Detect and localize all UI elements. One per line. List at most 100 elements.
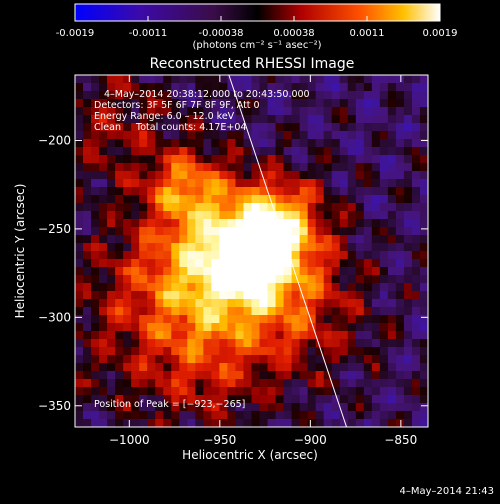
heatmap-cell — [347, 99, 357, 108]
heatmap-cell — [203, 371, 212, 380]
heatmap-cell — [395, 331, 405, 340]
heatmap-cell — [347, 163, 357, 172]
heatmap-cell — [83, 219, 92, 228]
heatmap-cell — [419, 395, 428, 404]
x-tick-label: −900 — [294, 433, 327, 447]
heatmap-cell — [259, 99, 269, 108]
heatmap-cell — [379, 251, 389, 260]
heatmap-cell — [83, 355, 92, 364]
heatmap-cell — [411, 347, 421, 356]
heatmap-cell — [323, 331, 333, 340]
heatmap-cell — [259, 331, 269, 340]
heatmap-cell — [291, 155, 301, 164]
heatmap-cell — [363, 171, 373, 180]
heatmap-cell — [163, 411, 172, 420]
heatmap-cell — [363, 267, 373, 276]
heatmap-cell — [323, 187, 333, 196]
heatmap-cell — [323, 259, 333, 268]
heatmap-cell — [339, 363, 349, 372]
heatmap-cell — [187, 123, 196, 132]
heatmap-cell — [139, 235, 148, 244]
heatmap-cell — [323, 227, 333, 236]
heatmap-cell — [379, 355, 389, 364]
y-tick-label: −250 — [38, 222, 71, 236]
heatmap-cell — [195, 411, 204, 420]
colorbar: -0.0019 -0.0011 -0.00038 0.00038 0.0011 0.001… — [56, 3, 458, 51]
heatmap-cell — [275, 179, 285, 188]
heatmap-cell — [163, 139, 172, 148]
heatmap-cell — [195, 123, 204, 132]
heatmap-cell — [275, 163, 285, 172]
heatmap-cell — [227, 291, 237, 300]
heatmap-cell — [307, 147, 317, 156]
heatmap-cell — [187, 363, 196, 372]
heatmap-cell — [107, 203, 116, 212]
heatmap-cell — [267, 379, 277, 388]
heatmap-cell — [419, 387, 428, 396]
heatmap-cell — [243, 395, 253, 404]
heatmap-cell — [267, 315, 277, 324]
heatmap-cell — [171, 211, 180, 220]
heatmap-cell — [371, 147, 381, 156]
heatmap-cell — [219, 339, 229, 348]
heatmap-cell — [179, 75, 188, 84]
heatmap-cell — [179, 211, 188, 220]
heatmap-cell — [411, 283, 421, 292]
heatmap-cell — [107, 155, 116, 164]
heatmap-cell — [235, 299, 245, 308]
heatmap-cell — [299, 195, 309, 204]
heatmap-cell — [323, 419, 333, 427]
heatmap-cell — [347, 395, 357, 404]
heatmap-cell — [347, 331, 357, 340]
heatmap-cell — [259, 251, 269, 260]
heatmap-cell — [131, 155, 140, 164]
heatmap-cell — [307, 195, 317, 204]
heatmap-cell — [203, 315, 212, 324]
heatmap-cell — [307, 379, 317, 388]
heatmap-cell — [355, 403, 365, 412]
heatmap-cell — [91, 379, 100, 388]
heatmap-cell — [139, 323, 148, 332]
heatmap-cell — [91, 307, 100, 316]
heatmap-cell — [259, 387, 269, 396]
heatmap-cell — [227, 387, 237, 396]
heatmap-cell — [339, 179, 349, 188]
heatmap-cell — [419, 235, 428, 244]
heatmap-cell — [323, 323, 333, 332]
heatmap-cell — [83, 331, 92, 340]
heatmap-cell — [403, 107, 413, 116]
heatmap-cell — [267, 171, 277, 180]
heatmap-cell — [355, 139, 365, 148]
x-axis-ticks: −1000 −950 −900 −850 — [109, 75, 417, 447]
colorbar-tick-label: 0.0019 — [423, 28, 458, 39]
heatmap-cell — [419, 251, 428, 260]
heatmap-cell — [419, 307, 428, 316]
heatmap-cell — [323, 123, 333, 132]
heatmap-cell — [315, 355, 325, 364]
heatmap-cell — [243, 219, 253, 228]
heatmap-cell — [411, 107, 421, 116]
heatmap-cell — [243, 115, 253, 124]
heatmap-cell — [139, 115, 148, 124]
heatmap-cell — [267, 139, 277, 148]
heatmap-cell — [275, 243, 285, 252]
heatmap-cell — [259, 83, 269, 92]
heatmap-cell — [251, 379, 261, 388]
heatmap-cell — [235, 419, 245, 427]
heatmap-cell — [331, 315, 341, 324]
heatmap-cell — [123, 299, 132, 308]
heatmap-cell — [283, 411, 293, 420]
heatmap-cell — [115, 203, 124, 212]
heatmap-cell — [235, 275, 245, 284]
heatmap-cell — [91, 291, 100, 300]
heatmap-cell — [155, 195, 164, 204]
heatmap-cell — [379, 179, 389, 188]
heatmap-cell — [75, 355, 84, 364]
heatmap-cell — [195, 315, 204, 324]
heatmap-cell — [243, 123, 253, 132]
heatmap-cell — [331, 339, 341, 348]
heatmap-cell — [147, 267, 156, 276]
heatmap-cell — [307, 299, 317, 308]
heatmap-cell — [171, 259, 180, 268]
heatmap-cell — [227, 339, 237, 348]
